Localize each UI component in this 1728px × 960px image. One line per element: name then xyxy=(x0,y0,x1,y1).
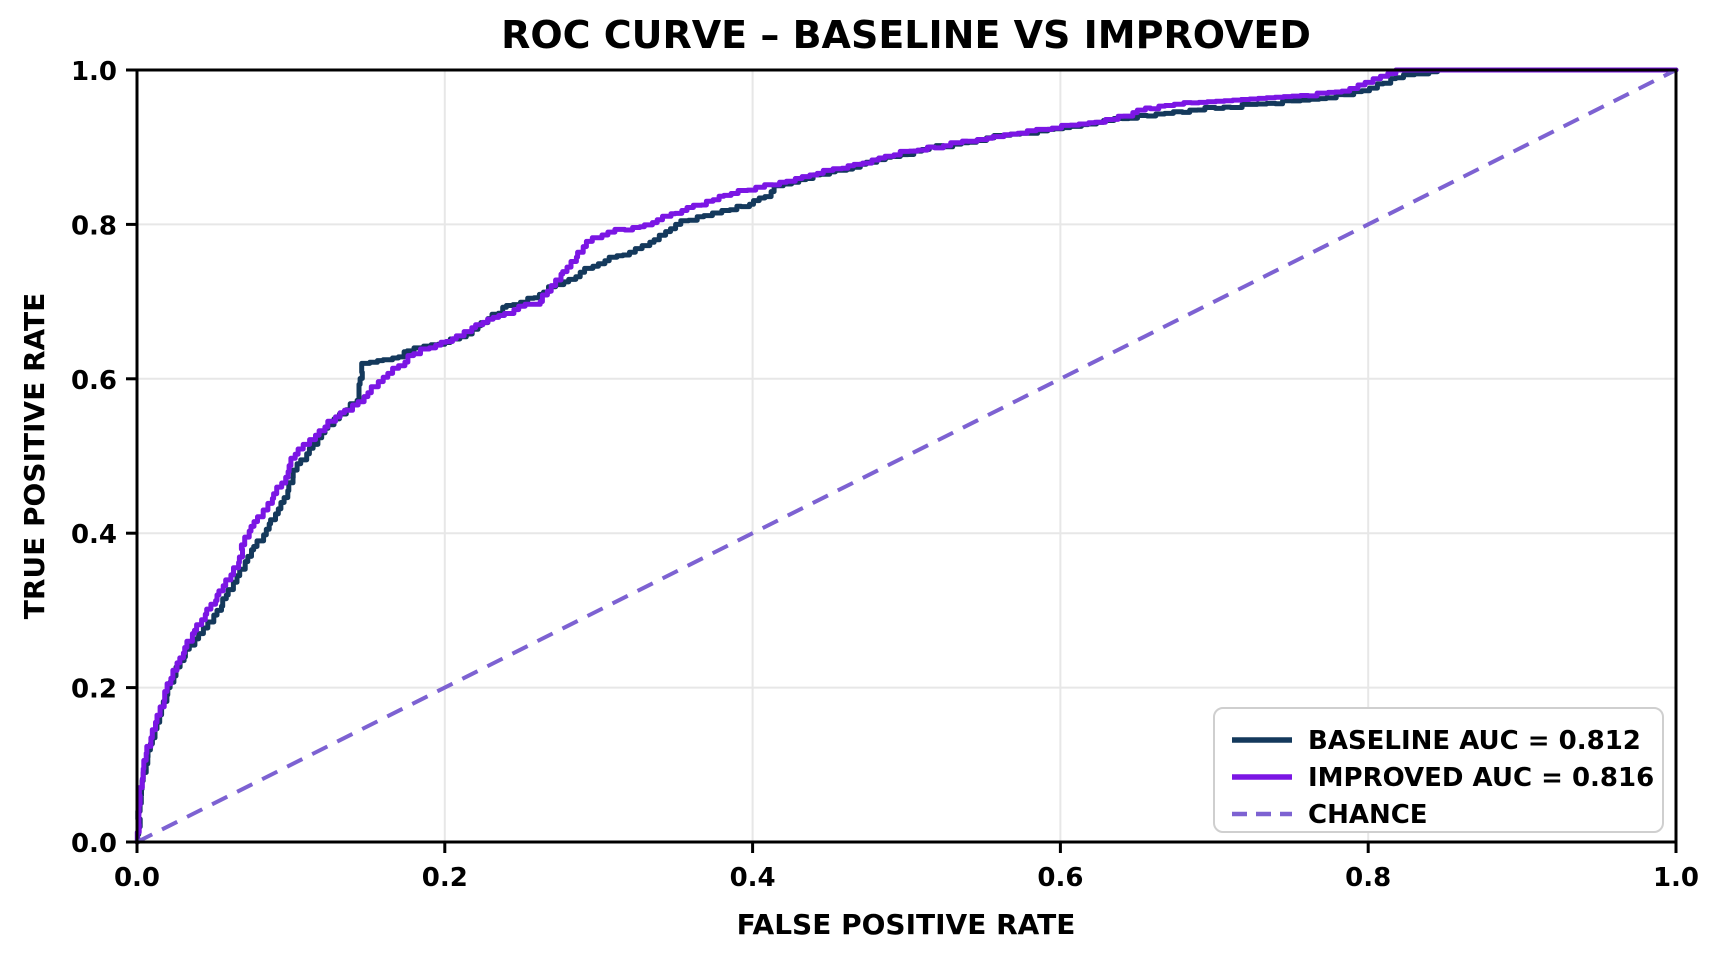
curve-layer xyxy=(134,67,1679,845)
baseline-curve xyxy=(134,67,1679,845)
x-tick-label: 0.8 xyxy=(1345,863,1391,893)
x-axis-label: FALSE POSITIVE RATE xyxy=(737,908,1076,941)
legend-label-chance: CHANCE xyxy=(1308,800,1428,830)
improved-curve xyxy=(134,67,1679,845)
x-tick-label: 0.2 xyxy=(422,863,468,893)
x-tick-label: 1.0 xyxy=(1653,863,1699,893)
y-tick-label: 0.0 xyxy=(71,829,117,859)
y-tick-label: 0.2 xyxy=(71,675,117,705)
x-tick-label: 0.4 xyxy=(730,863,776,893)
legend-entry: CHANCE xyxy=(1232,800,1428,830)
y-tick-label: 0.6 xyxy=(71,366,117,396)
legend-label-baseline: BASELINE AUC = 0.812 xyxy=(1308,726,1641,756)
y-tick-label: 1.0 xyxy=(71,57,117,87)
chart-title: ROC CURVE – BASELINE VS IMPROVED xyxy=(501,13,1311,57)
y-tick-label: 0.8 xyxy=(71,211,117,241)
axes-spines xyxy=(135,68,1678,844)
x-tick-label: 0.0 xyxy=(114,863,160,893)
legend-box xyxy=(1213,707,1664,833)
legend-entry: BASELINE AUC = 0.812 xyxy=(1232,726,1641,756)
chance-line xyxy=(136,68,1677,844)
legend-entry: IMPROVED AUC = 0.816 xyxy=(1232,763,1654,793)
legend-label-improved: IMPROVED AUC = 0.816 xyxy=(1308,763,1654,793)
plot-border xyxy=(135,68,1678,844)
x-tick-label: 0.6 xyxy=(1037,863,1083,893)
tick-layer: 0.0 0.2 0.4 0.6 0.8 1.0 0.0 0.2 0.4 0.6 0.8 1.0 xyxy=(71,57,1699,893)
y-axis-label: TRUE POSITIVE RATE xyxy=(18,293,51,620)
y-tick-label: 0.4 xyxy=(71,520,117,550)
legend: BASELINE AUC = 0.812 IMPROVED AUC = 0.816… xyxy=(1213,707,1664,833)
grid-layer xyxy=(137,70,1676,842)
